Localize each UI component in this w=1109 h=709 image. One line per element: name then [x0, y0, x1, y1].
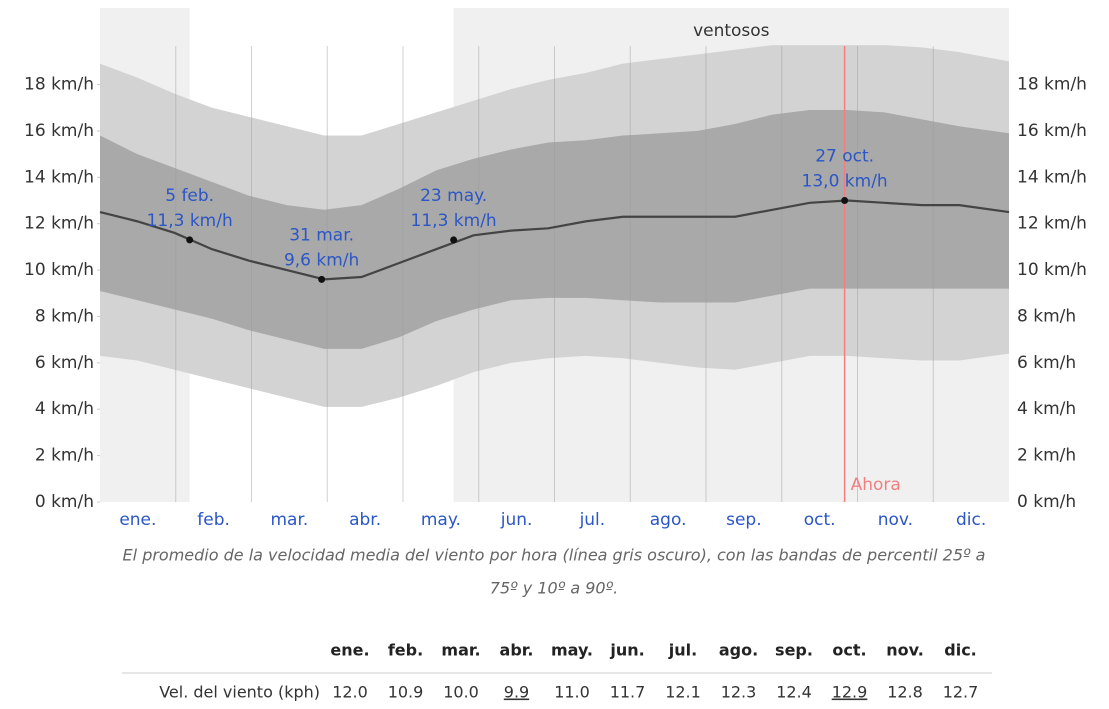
annotation-point — [450, 236, 458, 244]
y-tick-label: 16 km/h — [24, 121, 94, 141]
y-tick-label-right: 4 km/h — [1017, 399, 1076, 419]
annotation-value: 13,0 km/h — [802, 171, 888, 191]
y-tick-label: 8 km/h — [35, 306, 94, 326]
caption: El promedio de la velocidad media del vi… — [123, 546, 986, 565]
y-tick-label-right: 8 km/h — [1017, 306, 1076, 326]
annotation-point — [186, 236, 194, 244]
annotation-value: 9,6 km/h — [284, 250, 359, 270]
table-header: jul. — [668, 641, 697, 660]
y-tick-label-right: 6 km/h — [1017, 353, 1076, 373]
table-cell: 12.9 — [832, 683, 868, 702]
table-row-label: Vel. del viento (kph) — [159, 683, 320, 702]
y-tick-label-right: 2 km/h — [1017, 446, 1076, 466]
annotation-date: 5 feb. — [165, 186, 214, 206]
x-tick-label: nov. — [878, 510, 913, 530]
x-tick-label: feb. — [197, 510, 230, 530]
y-tick-label-right: 10 km/h — [1017, 260, 1087, 280]
y-tick-label: 14 km/h — [24, 167, 94, 187]
x-tick-label: oct. — [804, 510, 836, 530]
y-tick-label: 18 km/h — [24, 75, 94, 95]
x-tick-label: mar. — [270, 510, 308, 530]
y-tick-label-right: 12 km/h — [1017, 214, 1087, 234]
table-header: sep. — [775, 641, 813, 660]
table-cell: 12.4 — [776, 683, 812, 702]
table-header: dic. — [944, 641, 977, 660]
annotation-value: 11,3 km/h — [411, 211, 497, 231]
y-tick-label: 4 km/h — [35, 399, 94, 419]
annotation-date: 23 may. — [420, 186, 487, 206]
x-tick-label: dic. — [956, 510, 986, 530]
x-tick-label: ago. — [650, 510, 687, 530]
table-cell: 10.9 — [388, 683, 424, 702]
table-header: nov. — [886, 641, 924, 660]
x-tick-label: may. — [421, 510, 461, 530]
annotation-point — [841, 196, 849, 204]
table-header: oct. — [832, 641, 866, 660]
table-cell: 9.9 — [504, 683, 529, 702]
table-cell: 10.0 — [443, 683, 479, 702]
annotation-value: 11,3 km/h — [147, 211, 233, 231]
percentile-band — [100, 110, 1009, 349]
now-label: Ahora — [851, 475, 901, 495]
table-cell: 12.8 — [887, 683, 923, 702]
y-tick-label-right: 18 km/h — [1017, 75, 1087, 95]
annotation-point — [318, 275, 326, 283]
table-header: feb. — [388, 641, 423, 660]
x-tick-label: jul. — [579, 510, 606, 530]
x-tick-label: abr. — [349, 510, 381, 530]
x-tick-label: jun. — [500, 510, 533, 530]
table-cell: 12.3 — [721, 683, 757, 702]
y-tick-label-right: 0 km/h — [1017, 492, 1076, 512]
table-cell: 11.0 — [554, 683, 590, 702]
table-header: abr. — [500, 641, 534, 660]
table-cell: 11.7 — [610, 683, 646, 702]
x-tick-label: ene. — [119, 510, 156, 530]
table-cell: 12.1 — [665, 683, 701, 702]
table-header: ago. — [719, 641, 758, 660]
y-tick-label: 10 km/h — [24, 260, 94, 280]
table-header: ene. — [330, 641, 369, 660]
season-label: ventosos — [693, 21, 770, 41]
table-header: jun. — [609, 641, 644, 660]
y-tick-label: 0 km/h — [35, 492, 94, 512]
y-tick-label: 2 km/h — [35, 446, 94, 466]
caption: 75º y 10º a 90º. — [490, 579, 618, 598]
table-cell: 12.0 — [332, 683, 368, 702]
y-tick-label: 12 km/h — [24, 214, 94, 234]
table-cell: 12.7 — [943, 683, 979, 702]
annotation-date: 27 oct. — [815, 146, 874, 166]
y-tick-label: 6 km/h — [35, 353, 94, 373]
y-tick-label-right: 16 km/h — [1017, 121, 1087, 141]
x-tick-label: sep. — [726, 510, 762, 530]
table-header: may. — [551, 641, 593, 660]
annotation-date: 31 mar. — [289, 225, 354, 245]
y-tick-label-right: 14 km/h — [1017, 167, 1087, 187]
table-header: mar. — [441, 641, 480, 660]
